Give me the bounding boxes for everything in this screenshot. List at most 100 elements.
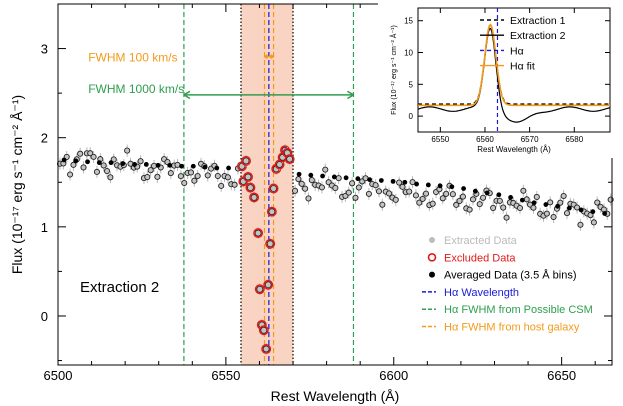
averaged-point-2: [85, 159, 90, 165]
excluded-inner-10: [262, 345, 270, 353]
averaged-point-11: [190, 163, 196, 169]
extracted-point-109: [476, 201, 483, 208]
inset-legend-label-3: Hα fit: [510, 61, 535, 73]
annotation-text-1: FWHM 1000 km/s: [88, 82, 184, 96]
extracted-point-54: [291, 187, 299, 194]
excluded-inner-2: [242, 157, 250, 165]
legend-marker-1: [427, 252, 437, 262]
extracted-point-58: [305, 195, 312, 202]
extracted-point-3: [67, 171, 74, 178]
excluded-inner-6: [254, 229, 262, 237]
extracted-point-15: [107, 174, 114, 181]
averaged-point-29: [461, 186, 466, 191]
averaged-point-7: [143, 162, 149, 167]
extracted-point-73: [355, 184, 362, 191]
averaged-point-31: [484, 190, 490, 196]
inset-series-0: [418, 24, 610, 105]
averaged-point-1: [73, 158, 79, 164]
averaged-point-19: [343, 175, 349, 181]
extracted-point-62: [318, 184, 325, 191]
extracted-point-11: [93, 168, 100, 175]
extracted-point-84: [392, 196, 399, 203]
extracted-point-57: [302, 185, 309, 192]
extracted-point-134: [560, 192, 567, 200]
averaged-data-points: [61, 157, 608, 216]
averaged-point-21: [367, 177, 372, 182]
excluded-inner-7: [256, 285, 264, 293]
x-tick-label-3: 6650: [547, 368, 576, 383]
extracted-point-131: [550, 213, 557, 221]
extracted-point-20: [124, 147, 131, 154]
averaged-point-36: [543, 202, 549, 207]
y-tick-label-3: 3: [41, 42, 48, 57]
averaged-point-27: [437, 183, 443, 189]
extracted-point-59: [308, 177, 315, 184]
excluded-point-6: [253, 228, 264, 239]
extracted-point-113: [490, 204, 497, 211]
annotation-text-0: FWHM 100 km/s: [88, 51, 177, 65]
inset-series-1: [417, 27, 611, 123]
averaged-point-10: [179, 163, 184, 169]
averaged-point-16: [308, 172, 314, 178]
excluded-inner-3: [244, 173, 252, 181]
inset-y-tick-label-1: 5: [409, 80, 414, 89]
extracted-point-139: [577, 221, 584, 228]
extracted-point-7: [80, 164, 87, 171]
extracted-point-144: [594, 199, 601, 206]
excluded-point-11: [263, 279, 274, 290]
main-plot-frame: [57, 3, 613, 366]
extracted-point-9: [87, 150, 94, 157]
excluded-inner-13: [268, 208, 276, 216]
extracted-point-39: [187, 169, 195, 176]
x-tick-label-1: 6550: [211, 368, 240, 383]
averaged-point-8: [155, 162, 161, 168]
excluded-data-points: [237, 144, 295, 355]
extracted-point-10: [90, 153, 97, 160]
extracted-point-48: [218, 182, 225, 189]
inset-y-tick-label-3: 15: [404, 17, 413, 26]
inset-y-axis-label: Flux (10⁻¹⁷ erg s⁻¹ cm⁻² Å⁻¹): [389, 25, 398, 115]
inset-legend-label-1: Extraction 2: [510, 30, 566, 42]
extracted-point-129: [543, 210, 550, 217]
averaged-point-41: [602, 211, 608, 216]
averaged-point-9: [167, 162, 173, 168]
averaged-point-28: [449, 184, 455, 190]
extracted-point-86: [399, 183, 406, 190]
averaged-point-18: [331, 174, 337, 180]
extracted-point-98: [439, 195, 446, 202]
excluded-point-12: [265, 238, 276, 249]
excluded-inner-4: [246, 184, 254, 192]
excluded-inner-14: [270, 185, 277, 192]
extracted-point-92: [419, 195, 426, 202]
y-tick-label-0: 0: [41, 309, 48, 324]
extracted-point-142: [587, 212, 594, 219]
inset-x-tick-label-2: 6570: [521, 135, 539, 144]
averaged-point-34: [519, 197, 525, 203]
averaged-point-15: [296, 171, 302, 177]
excluded-point-14: [268, 183, 279, 194]
extracted-point-90: [412, 192, 419, 199]
excluded-point-9: [258, 325, 269, 336]
averaged-point-24: [402, 179, 408, 185]
averaged-point-14: [226, 165, 231, 171]
excluded-point-7: [254, 284, 265, 295]
extracted-point-37: [181, 179, 188, 187]
inset-legend-label-2: Hα: [510, 45, 524, 57]
extracted-point-47: [214, 172, 221, 180]
extracted-point-91: [416, 199, 423, 206]
averaged-point-3: [96, 160, 102, 166]
main-y-axis-label: Flux (10⁻¹⁷ erg s⁻¹ cm⁻² Å⁻¹): [9, 95, 25, 274]
excluded-inner-16: [276, 161, 284, 168]
extracted-point-121: [516, 204, 524, 212]
excluded-inner-9: [260, 326, 268, 334]
extracted-point-99: [443, 190, 450, 197]
inset-y-tick-label-0: 0: [409, 112, 414, 121]
extracted-point-79: [375, 188, 383, 195]
fwhm-annotations: FWHM 100 km/s FWHM 1000 km/s: [88, 51, 354, 100]
panel-label: Extraction 2: [80, 279, 159, 296]
extracted-point-102: [453, 201, 460, 208]
extracted-point-63: [322, 166, 329, 173]
annotation-arrowhead-1: [183, 90, 354, 100]
inset-y-tick-label-2: 10: [404, 49, 413, 58]
